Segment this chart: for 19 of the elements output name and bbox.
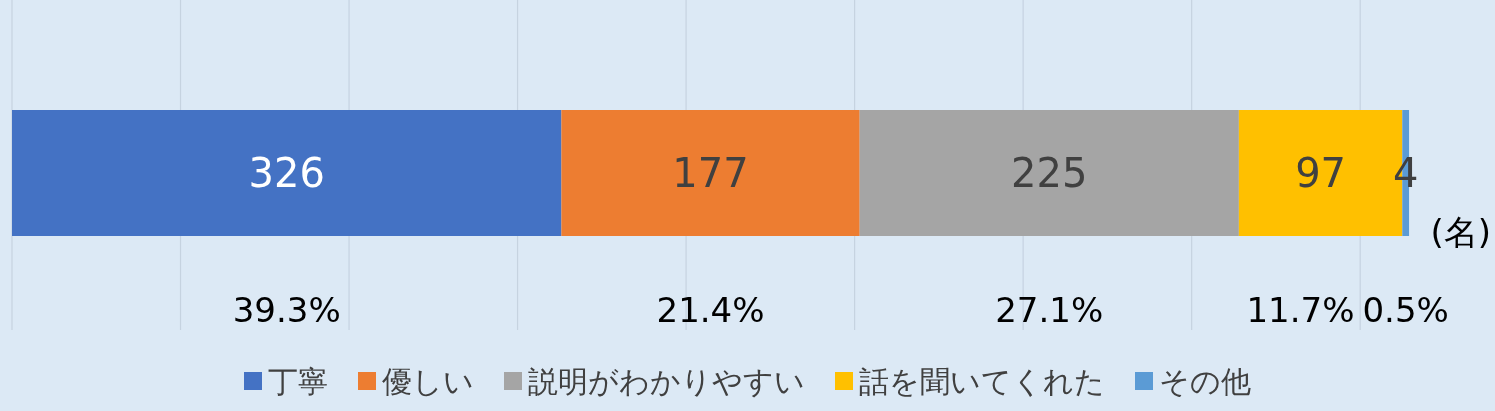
legend-label: 話を聞いてくれた xyxy=(859,364,1105,399)
legend-label: 優しい xyxy=(382,364,474,399)
text: 21.4% xyxy=(656,290,765,330)
data-label: 177 xyxy=(672,150,749,196)
legend-label: 丁寧 xyxy=(268,364,328,399)
legend-label: 説明がわかりやすい xyxy=(528,364,805,399)
data-label: 225 xyxy=(1011,150,1088,196)
text: 39.3% xyxy=(232,290,341,330)
data-label: 97 xyxy=(1295,150,1347,196)
text: 0.5% xyxy=(1362,290,1449,330)
text: 11.7% xyxy=(1246,290,1355,330)
legend-label: その他 xyxy=(1159,364,1251,399)
data-label: 326 xyxy=(248,150,325,196)
bar xyxy=(859,110,1239,236)
bar xyxy=(561,110,860,236)
data-label: 4 xyxy=(1392,150,1419,196)
text: (名) xyxy=(1430,212,1491,252)
text: 27.1% xyxy=(995,290,1104,330)
bar xyxy=(12,110,562,236)
